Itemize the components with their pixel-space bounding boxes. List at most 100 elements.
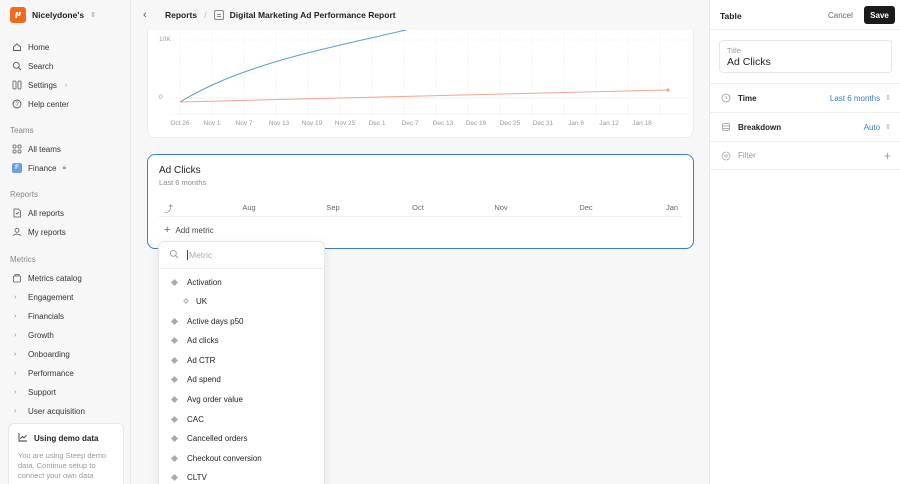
nav-search[interactable]: Search <box>8 57 124 75</box>
settings-icon <box>12 80 22 90</box>
x-tick: Nov 7 <box>235 120 253 127</box>
time-setting-row[interactable]: Time Last 6 months ⇕ <box>710 83 900 112</box>
ad-clicks-table-card[interactable]: Ad Clicks Last 6 months ⤴ Aug Sep Oct No… <box>147 154 694 249</box>
add-metric-label: Add metric <box>175 225 214 235</box>
metric-option-label: Cancelled orders <box>187 433 248 443</box>
save-button[interactable]: Save <box>864 6 895 24</box>
metric-group-performance[interactable]: › Performance <box>8 364 124 382</box>
add-metric-button[interactable]: + Add metric <box>164 224 214 236</box>
nav-my-reports[interactable]: My reports <box>8 223 124 241</box>
nav-all-reports[interactable]: All reports <box>8 204 124 222</box>
title-field-label: Title <box>727 46 741 55</box>
column-header: Jan <box>665 203 679 212</box>
x-tick: Jan 12 <box>599 120 619 127</box>
metric-diamond-icon <box>170 375 179 383</box>
tree-label: Engagement <box>28 292 74 302</box>
column-header: Sep <box>326 203 340 212</box>
metric-group-onboarding[interactable]: › Onboarding <box>8 345 124 363</box>
column-header: Dec <box>579 203 593 212</box>
metric-option[interactable]: Ad clicks <box>159 331 324 349</box>
nav-home[interactable]: Home <box>8 38 124 56</box>
back-arrow-icon[interactable]: ‹ <box>143 9 147 21</box>
cancel-button[interactable]: Cancel <box>828 11 853 20</box>
switch-icon: ⇕ <box>90 12 96 19</box>
nav-label: Metrics catalog <box>28 273 82 283</box>
metric-option[interactable]: Activation <box>159 273 324 291</box>
metric-group-engagement[interactable]: › Engagement <box>8 288 124 306</box>
metric-option[interactable]: Active days p50 <box>159 312 324 330</box>
x-tick: Jan 18 <box>632 120 652 127</box>
metric-group-support[interactable]: › Support <box>8 383 124 401</box>
metric-option[interactable]: CAC <box>159 410 324 428</box>
column-header: Nov <box>494 203 508 212</box>
title-field[interactable]: Title Ad Clicks <box>719 40 892 73</box>
metric-option-label: Ad clicks <box>187 335 219 345</box>
metric-diamond-icon <box>170 415 179 423</box>
chevron-right-icon: › <box>14 331 17 339</box>
team-badge: F <box>12 163 22 173</box>
metric-option[interactable]: Avg order value <box>159 390 324 408</box>
nav-all-teams[interactable]: All teams <box>8 140 124 158</box>
time-value[interactable]: Last 6 months <box>829 93 881 103</box>
metric-option[interactable]: Checkout conversion <box>159 449 324 467</box>
nav-label: All teams <box>28 144 61 154</box>
table-header-row: ⤴ Aug Sep Oct Nov Dec Jan <box>159 199 682 217</box>
tree-label: Financials <box>28 311 65 321</box>
metric-option[interactable]: UK <box>159 292 324 310</box>
table-settings-panel: Table Cancel Save Title Ad Clicks Time L… <box>709 0 900 484</box>
x-tick: Nov 19 <box>301 120 323 127</box>
home-icon <box>12 42 22 52</box>
nav-label: Finance <box>28 163 57 173</box>
metric-option[interactable]: Ad CTR <box>159 351 324 369</box>
filter-label: Filter <box>738 151 756 160</box>
report-canvas: ‹ Reports / Digital Marketing Ad Perform… <box>131 0 709 484</box>
metric-option[interactable]: Cancelled orders <box>159 429 324 447</box>
pivot-swap-icon[interactable]: ⤴ <box>164 204 174 214</box>
x-tick: Dec 1 <box>368 120 386 127</box>
metric-diamond-icon <box>170 454 179 462</box>
select-arrows-icon: ⇕ <box>885 124 891 131</box>
nav-team-finance[interactable]: F Finance 🔒︎ <box>8 159 124 177</box>
metric-group-financials[interactable]: › Financials <box>8 307 124 325</box>
metric-search-bar <box>159 242 324 269</box>
breadcrumb-reports-link[interactable]: Reports <box>165 10 198 20</box>
metrics-section-label: Metrics <box>10 255 36 264</box>
metric-option[interactable]: Ad spend <box>159 370 324 388</box>
metric-group-growth[interactable]: › Growth <box>8 326 124 344</box>
nav-label: My reports <box>28 227 66 237</box>
breakdown-value[interactable]: Auto <box>863 122 881 132</box>
chevron-right-icon: › <box>14 293 17 301</box>
metric-diamond-outline-icon <box>183 298 189 304</box>
filter-icon <box>721 151 731 161</box>
metric-group-user-acquisition[interactable]: › User acquisition <box>8 402 124 420</box>
panel-header: Table Cancel Save <box>710 0 900 30</box>
add-filter-plus-icon[interactable]: + <box>883 148 891 163</box>
metric-option-label: Avg order value <box>187 394 243 404</box>
metric-option[interactable]: CLTV <box>159 468 324 484</box>
workspace-switcher[interactable]: Nicelydone's ⇕ <box>10 7 96 23</box>
x-tick: Dec 19 <box>465 120 487 127</box>
tree-label: Support <box>28 387 57 397</box>
nav-metrics-catalog[interactable]: Metrics catalog <box>8 269 124 287</box>
nav-settings[interactable]: Settings › <box>8 76 124 94</box>
grid-icon <box>12 144 22 154</box>
x-tick: Dec 31 <box>532 120 554 127</box>
y-tick-10k: 10K <box>159 36 171 43</box>
search-icon <box>12 61 22 71</box>
demo-data-card[interactable]: Using demo data You are using Steep demo… <box>8 423 124 484</box>
tree-label: Growth <box>28 330 54 340</box>
nav-help-center[interactable]: ? Help center <box>8 95 124 113</box>
tree-label: User acquisition <box>28 406 85 416</box>
filter-setting-row[interactable]: Filter + <box>710 141 900 170</box>
metric-diamond-icon <box>170 278 179 286</box>
breakdown-setting-row[interactable]: Breakdown Auto ⇕ <box>710 112 900 141</box>
title-field-value[interactable]: Ad Clicks <box>727 56 771 68</box>
tree-label: Performance <box>28 368 74 378</box>
metric-option-label: CAC <box>187 414 204 424</box>
panel-title: Table <box>720 11 742 21</box>
workspace-name: Nicelydone's <box>32 10 85 20</box>
breakdown-label: Breakdown <box>738 122 782 132</box>
metric-search-input[interactable] <box>187 250 307 260</box>
x-tick: Dec 25 <box>499 120 521 127</box>
x-tick: Dec 13 <box>432 120 454 127</box>
